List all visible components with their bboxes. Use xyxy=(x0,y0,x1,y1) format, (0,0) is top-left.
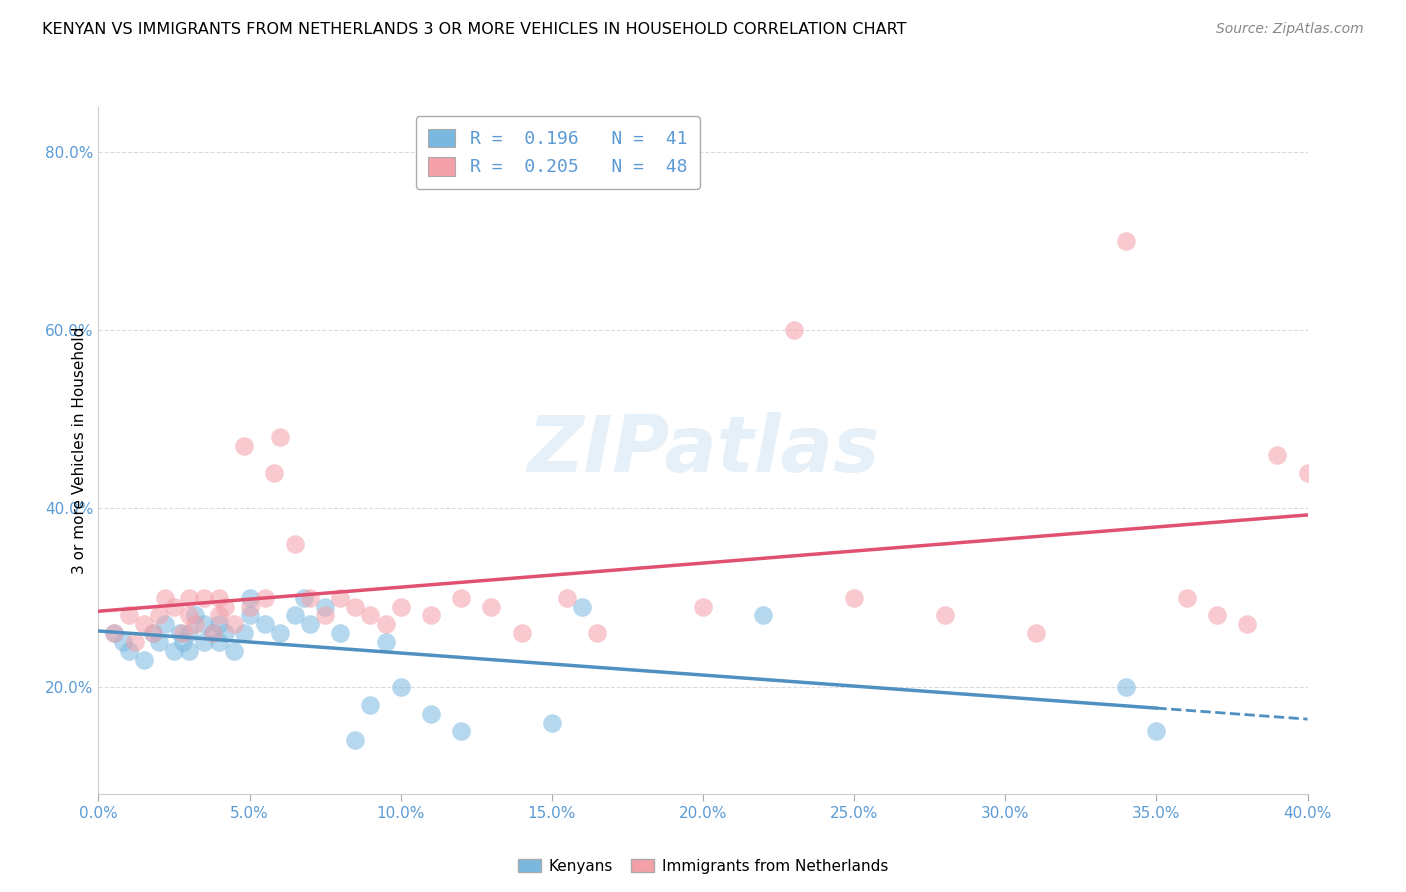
Text: KENYAN VS IMMIGRANTS FROM NETHERLANDS 3 OR MORE VEHICLES IN HOUSEHOLD CORRELATIO: KENYAN VS IMMIGRANTS FROM NETHERLANDS 3 … xyxy=(42,22,907,37)
Point xyxy=(103,626,125,640)
Point xyxy=(344,599,367,614)
Point xyxy=(124,635,146,649)
Point xyxy=(1175,591,1198,605)
Point xyxy=(360,698,382,712)
Point xyxy=(783,323,806,337)
Point xyxy=(118,644,141,658)
Point xyxy=(299,591,322,605)
Point xyxy=(1236,617,1258,632)
Point xyxy=(142,626,165,640)
Point xyxy=(934,608,956,623)
Point xyxy=(208,617,231,632)
Point xyxy=(571,599,593,614)
Point xyxy=(420,706,443,721)
Point xyxy=(239,591,262,605)
Text: ZIPatlas: ZIPatlas xyxy=(527,412,879,489)
Point xyxy=(239,599,262,614)
Point xyxy=(153,617,176,632)
Point xyxy=(269,430,291,444)
Point xyxy=(450,724,472,739)
Point xyxy=(224,617,246,632)
Point xyxy=(329,591,352,605)
Point xyxy=(284,608,307,623)
Point xyxy=(148,608,170,623)
Point xyxy=(118,608,141,623)
Point xyxy=(555,591,578,605)
Point xyxy=(184,617,207,632)
Point xyxy=(172,635,194,649)
Point xyxy=(148,635,170,649)
Legend: R =  0.196   N =  41, R =  0.205   N =  48: R = 0.196 N = 41, R = 0.205 N = 48 xyxy=(416,116,700,189)
Point xyxy=(263,466,285,480)
Point xyxy=(253,591,276,605)
Point xyxy=(481,599,503,614)
Point xyxy=(179,591,201,605)
Point xyxy=(224,644,246,658)
Point xyxy=(284,537,307,551)
Point xyxy=(132,617,155,632)
Point xyxy=(1267,448,1289,462)
Point xyxy=(510,626,533,640)
Point xyxy=(208,591,231,605)
Y-axis label: 3 or more Vehicles in Household: 3 or more Vehicles in Household xyxy=(72,326,87,574)
Point xyxy=(540,715,562,730)
Point xyxy=(314,599,336,614)
Point xyxy=(193,617,215,632)
Point xyxy=(208,608,231,623)
Point xyxy=(111,635,134,649)
Point xyxy=(1206,608,1229,623)
Point xyxy=(389,599,412,614)
Point xyxy=(232,439,254,453)
Point xyxy=(153,591,176,605)
Point xyxy=(1144,724,1167,739)
Point xyxy=(314,608,336,623)
Point xyxy=(752,608,775,623)
Point xyxy=(179,626,201,640)
Point xyxy=(169,626,191,640)
Point xyxy=(208,635,231,649)
Point xyxy=(132,653,155,667)
Point xyxy=(374,617,396,632)
Point xyxy=(232,626,254,640)
Point xyxy=(172,626,194,640)
Point xyxy=(1115,234,1137,248)
Point xyxy=(1115,680,1137,694)
Point xyxy=(1296,466,1319,480)
Point xyxy=(179,644,201,658)
Point xyxy=(1024,626,1046,640)
Point xyxy=(193,635,215,649)
Point xyxy=(253,617,276,632)
Point xyxy=(292,591,315,605)
Point xyxy=(586,626,609,640)
Point xyxy=(239,608,262,623)
Point xyxy=(184,608,207,623)
Point xyxy=(202,626,225,640)
Point xyxy=(179,608,201,623)
Point xyxy=(329,626,352,640)
Text: Source: ZipAtlas.com: Source: ZipAtlas.com xyxy=(1216,22,1364,37)
Point xyxy=(214,599,236,614)
Point xyxy=(844,591,866,605)
Point xyxy=(692,599,714,614)
Point xyxy=(163,644,186,658)
Point xyxy=(420,608,443,623)
Point xyxy=(374,635,396,649)
Point xyxy=(389,680,412,694)
Point xyxy=(193,591,215,605)
Point xyxy=(360,608,382,623)
Legend: Kenyans, Immigrants from Netherlands: Kenyans, Immigrants from Netherlands xyxy=(512,853,894,880)
Point xyxy=(450,591,472,605)
Point xyxy=(202,626,225,640)
Point xyxy=(269,626,291,640)
Point xyxy=(163,599,186,614)
Point xyxy=(214,626,236,640)
Point xyxy=(142,626,165,640)
Point xyxy=(344,733,367,747)
Point xyxy=(299,617,322,632)
Point xyxy=(103,626,125,640)
